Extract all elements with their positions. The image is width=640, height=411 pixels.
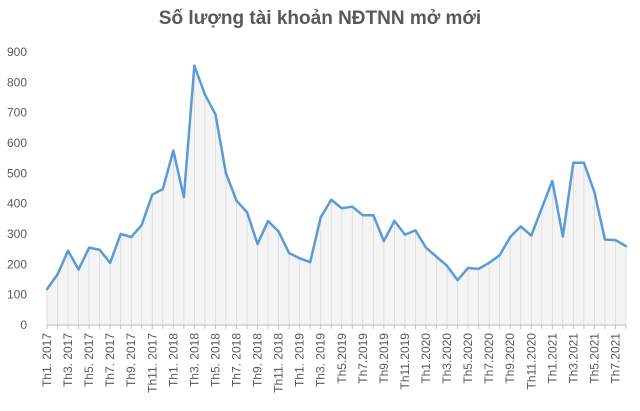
x-tick-label: Th1. 2019 [293, 333, 307, 387]
y-tick-label: 200 [7, 257, 27, 271]
data-point [582, 161, 586, 164]
data-point [56, 273, 59, 276]
data-point [277, 230, 280, 233]
data-point [235, 199, 238, 202]
data-point [456, 278, 459, 282]
x-tick-label: Th11.2020 [524, 333, 538, 390]
data-point [87, 246, 91, 249]
data-point [614, 238, 617, 242]
x-tick-label: Th7.2019 [356, 333, 370, 384]
y-tick-label: 100 [7, 288, 27, 302]
x-tick-label: Th11.2019 [398, 333, 412, 390]
data-point [477, 267, 480, 271]
data-point [266, 219, 270, 223]
data-point [98, 248, 101, 251]
x-tick-label: Th1. 2018 [166, 333, 180, 387]
x-tick-label: Th7. 2017 [103, 333, 117, 387]
x-tick-label: Th3.2020 [440, 333, 454, 384]
y-tick-label: 300 [7, 227, 27, 241]
data-point [130, 235, 133, 239]
data-point [224, 172, 228, 175]
y-tick-label: 0 [20, 318, 27, 332]
data-point [351, 205, 354, 208]
x-tick-label: Th9. 2018 [251, 333, 265, 387]
x-tick-label: Th3. 2018 [187, 333, 201, 387]
x-tick-label: Th5. 2017 [82, 333, 96, 387]
x-tick-label: Th7. 2018 [229, 333, 243, 387]
y-tick-label: 900 [7, 45, 27, 59]
area-fill [47, 65, 626, 326]
y-tick-label: 600 [7, 136, 27, 150]
data-point [466, 266, 470, 270]
data-point [382, 239, 386, 243]
x-tick-label: Th5.2021 [587, 333, 601, 384]
data-point [487, 261, 491, 265]
data-point [330, 198, 333, 201]
data-point [182, 195, 186, 199]
x-tick-label: Th9. 2017 [124, 333, 138, 387]
x-tick-label: Th1.2021 [545, 333, 559, 384]
series-line [45, 64, 627, 290]
x-tick-label: Th1. 2017 [40, 333, 54, 387]
data-point [361, 213, 365, 217]
x-tick-label: Th9.2020 [503, 333, 517, 384]
data-point [256, 242, 259, 246]
data-point [530, 234, 533, 237]
data-point [193, 64, 196, 67]
data-point [340, 207, 343, 210]
y-tick-label: 700 [7, 106, 27, 120]
data-point [298, 257, 301, 260]
data-point [151, 193, 154, 196]
data-point [372, 213, 375, 217]
data-point [45, 288, 49, 291]
data-point [140, 223, 143, 227]
x-tick-label: Th7.2020 [482, 333, 496, 384]
x-tick-label: Th5.2020 [461, 333, 475, 384]
data-point [509, 235, 512, 239]
y-tick-label: 800 [7, 75, 27, 89]
data-point [414, 229, 417, 232]
data-point [403, 233, 407, 236]
y-tick-label: 400 [7, 197, 27, 211]
x-tick-label: Th11. 2018 [272, 333, 286, 393]
data-point [108, 261, 112, 265]
data-point [66, 249, 70, 252]
x-tick-label: Th3. 2019 [314, 333, 328, 387]
data-point [519, 225, 522, 228]
data-point [308, 261, 312, 264]
data-point [119, 232, 122, 236]
data-point [498, 254, 501, 257]
x-tick-label: Th7.2021 [608, 333, 622, 384]
x-tick-label: Th3. 2017 [61, 333, 75, 387]
data-point [445, 264, 449, 268]
data-point [319, 216, 322, 219]
data-point [593, 190, 596, 194]
y-tick-label: 500 [7, 166, 27, 180]
data-point [172, 149, 175, 152]
data-point [203, 93, 207, 96]
data-point [435, 255, 438, 258]
data-point [393, 219, 396, 223]
data-point [540, 207, 543, 210]
x-tick-label: Th5.2019 [335, 333, 349, 384]
data-point [161, 187, 164, 191]
data-point [603, 238, 607, 241]
data-point [77, 268, 80, 271]
data-point [424, 246, 428, 249]
chart-title: Số lượng tài khoản NĐTNN mở mới [158, 8, 482, 29]
x-tick-label: Th11. 2017 [145, 333, 159, 393]
x-tick-label: Th9.2019 [377, 333, 391, 384]
x-tick-label: Th5. 2018 [208, 333, 222, 387]
data-point [214, 112, 217, 116]
data-point [287, 251, 291, 255]
data-point [572, 161, 575, 164]
data-point [245, 210, 249, 214]
data-point [561, 235, 565, 238]
data-point [551, 179, 554, 183]
x-tick-label: Th1.2020 [419, 333, 433, 384]
x-tick-label: Th3.2021 [566, 333, 580, 384]
data-point [624, 244, 628, 248]
